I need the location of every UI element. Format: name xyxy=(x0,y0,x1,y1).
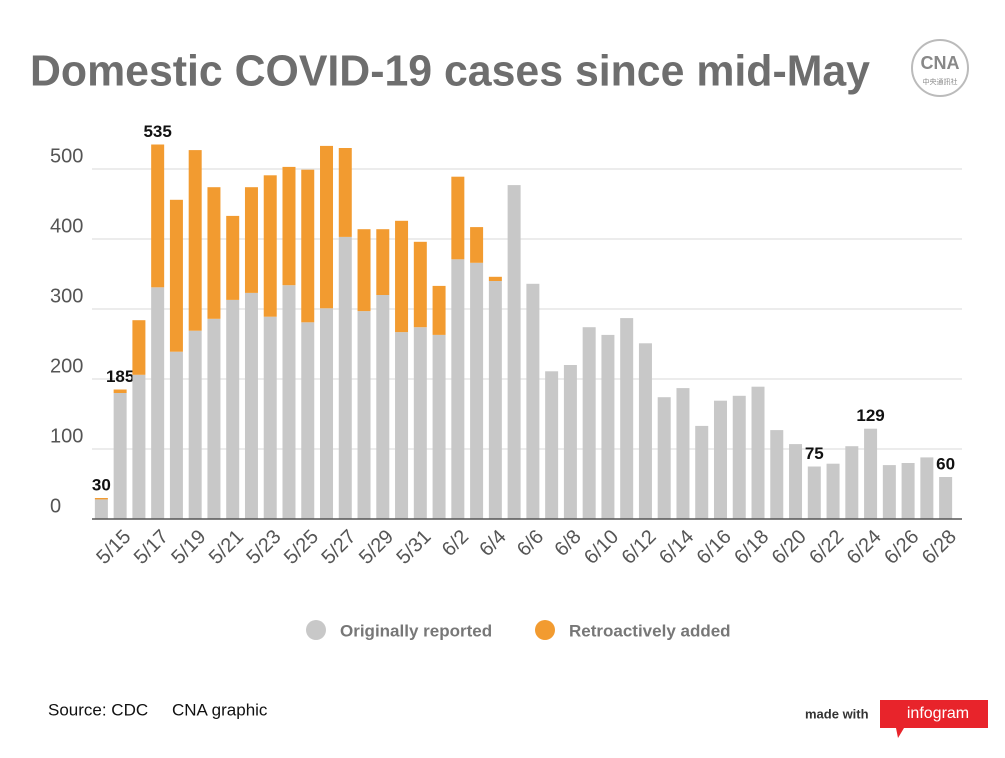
bar xyxy=(620,318,634,519)
bar xyxy=(507,185,521,519)
bar xyxy=(169,199,183,352)
bar xyxy=(376,229,390,295)
data-label: 129 xyxy=(856,406,884,425)
y-tick-label: 100 xyxy=(50,425,83,447)
y-tick-label: 200 xyxy=(50,355,83,377)
bar xyxy=(226,299,240,519)
y-tick-label: 300 xyxy=(50,285,83,307)
bar xyxy=(470,227,484,263)
bar xyxy=(169,351,183,519)
bar xyxy=(845,446,859,519)
bar xyxy=(301,169,315,323)
bar xyxy=(920,457,934,519)
bar xyxy=(320,145,334,309)
bar xyxy=(113,389,127,393)
y-tick-label: 500 xyxy=(50,145,83,167)
bar xyxy=(301,322,315,519)
bar xyxy=(357,311,371,519)
bar xyxy=(657,397,671,519)
bar xyxy=(94,499,108,519)
bar xyxy=(432,334,446,519)
bar xyxy=(132,320,146,375)
bar xyxy=(432,285,446,335)
bar xyxy=(113,393,127,519)
bar xyxy=(207,318,221,519)
data-label: 185 xyxy=(106,367,134,386)
bar xyxy=(263,316,277,519)
y-tick-label: 400 xyxy=(50,215,83,237)
bar xyxy=(132,374,146,519)
bar xyxy=(901,463,915,519)
bar xyxy=(151,144,165,288)
data-label: 75 xyxy=(805,444,824,463)
bar xyxy=(338,148,352,237)
bar xyxy=(826,463,840,519)
bar xyxy=(320,308,334,519)
bar xyxy=(395,220,409,333)
bar xyxy=(676,388,690,519)
logo-sub: 中央通訊社 xyxy=(923,77,958,86)
made-with: made with xyxy=(805,706,869,721)
bar xyxy=(526,283,540,519)
logo-ring xyxy=(911,39,969,97)
chart-title: Domestic COVID-19 cases since mid-May xyxy=(30,47,871,96)
bar xyxy=(601,334,615,519)
bar xyxy=(695,425,709,519)
brand: infogram xyxy=(907,705,969,722)
bar xyxy=(357,229,371,312)
data-label: 60 xyxy=(936,454,955,473)
legend-marker xyxy=(535,620,555,640)
legend-marker xyxy=(306,620,326,640)
bar xyxy=(282,166,296,286)
bar xyxy=(188,150,202,331)
bar xyxy=(413,241,427,328)
brand-badge xyxy=(880,700,988,738)
bar xyxy=(545,371,559,519)
bar xyxy=(807,466,821,519)
bar xyxy=(226,215,240,300)
bar xyxy=(789,444,803,519)
bar xyxy=(338,236,352,519)
legend-label: Retroactively added xyxy=(569,621,731,640)
bar xyxy=(864,428,878,519)
bar xyxy=(94,498,108,500)
bar xyxy=(470,262,484,519)
data-label: 535 xyxy=(143,122,171,141)
bar xyxy=(244,187,258,293)
bar xyxy=(770,430,784,519)
bar xyxy=(939,477,953,519)
bar xyxy=(751,386,765,519)
bar xyxy=(488,281,502,519)
credit: CNA graphic xyxy=(172,700,268,719)
bar xyxy=(488,276,502,281)
bar xyxy=(882,465,896,519)
bar xyxy=(282,285,296,519)
bar xyxy=(451,176,465,260)
bar xyxy=(732,395,746,519)
bar xyxy=(244,292,258,519)
legend-label: Originally reported xyxy=(340,621,492,640)
bar xyxy=(413,327,427,519)
logo: CNA xyxy=(921,53,960,73)
bar xyxy=(376,295,390,519)
bar xyxy=(563,365,577,519)
source: Source: CDC xyxy=(48,700,148,719)
bar xyxy=(713,400,727,519)
bar xyxy=(207,187,221,319)
bar xyxy=(451,259,465,519)
data-label: 30 xyxy=(92,475,111,494)
bar xyxy=(263,175,277,317)
bar xyxy=(151,287,165,519)
y-tick-label: 0 xyxy=(50,495,61,517)
bar xyxy=(395,332,409,519)
bar xyxy=(582,327,596,519)
bar xyxy=(638,343,652,519)
bar xyxy=(188,330,202,519)
